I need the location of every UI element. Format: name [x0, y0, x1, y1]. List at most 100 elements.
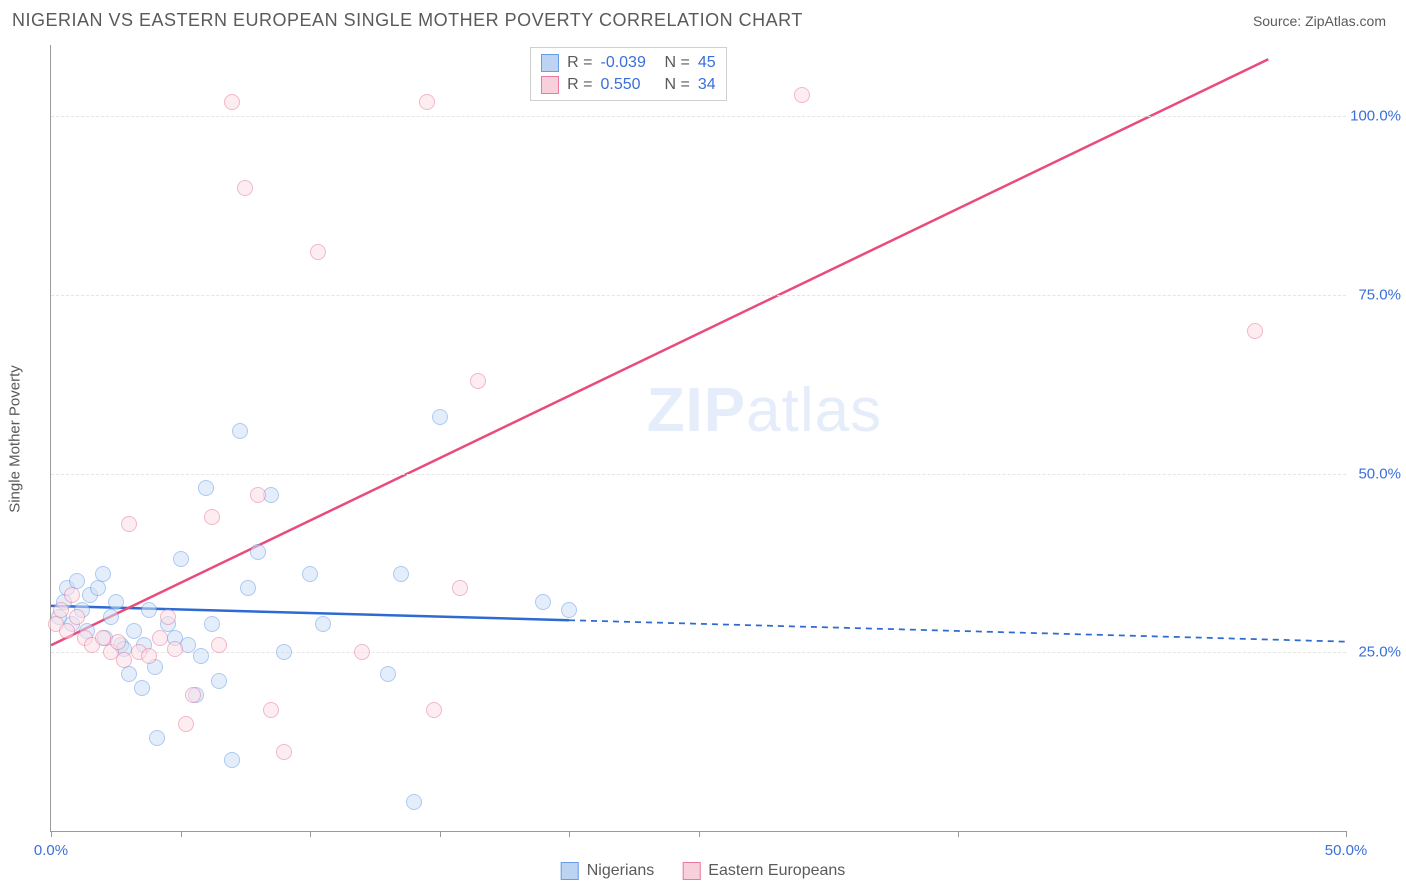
data-point [393, 566, 409, 582]
data-point [426, 702, 442, 718]
y-axis-label: Single Mother Poverty [7, 365, 24, 513]
data-point [64, 587, 80, 603]
data-point [204, 616, 220, 632]
chart-title: NIGERIAN VS EASTERN EUROPEAN SINGLE MOTH… [12, 10, 803, 31]
y-tick-label: 100.0% [1350, 108, 1401, 125]
data-point [178, 716, 194, 732]
trend-lines [51, 45, 1346, 831]
x-tick [699, 831, 700, 837]
x-tick [181, 831, 182, 837]
data-point [95, 566, 111, 582]
data-point [121, 516, 137, 532]
data-point [53, 602, 69, 618]
data-point [152, 630, 168, 646]
n-value: 45 [698, 54, 716, 72]
data-point [121, 666, 137, 682]
legend-swatch [561, 862, 579, 880]
legend-series: Nigerians Eastern Europeans [561, 862, 846, 880]
x-tick [440, 831, 441, 837]
data-point [380, 666, 396, 682]
data-point [224, 94, 240, 110]
legend-swatch [682, 862, 700, 880]
legend-stat-row: R = 0.550 N = 34 [541, 74, 715, 96]
data-point [185, 687, 201, 703]
data-point [116, 652, 132, 668]
x-tick [51, 831, 52, 837]
data-point [354, 644, 370, 660]
data-point [240, 580, 256, 596]
gridline [51, 295, 1346, 296]
data-point [276, 644, 292, 660]
legend-label: Eastern Europeans [708, 862, 845, 880]
x-tick [958, 831, 959, 837]
x-tick [1346, 831, 1347, 837]
r-value: -0.039 [600, 54, 656, 72]
data-point [110, 634, 126, 650]
watermark: ZIPatlas [647, 375, 882, 446]
data-point [794, 87, 810, 103]
data-point [432, 409, 448, 425]
gridline [51, 116, 1346, 117]
data-point [108, 594, 124, 610]
data-point [250, 544, 266, 560]
data-point [419, 94, 435, 110]
data-point [535, 594, 551, 610]
chart-area: Single Mother Poverty ZIPatlas R =-0.039… [50, 45, 1346, 832]
data-point [211, 673, 227, 689]
data-point [315, 616, 331, 632]
data-point [173, 551, 189, 567]
data-point [211, 637, 227, 653]
data-point [302, 566, 318, 582]
data-point [470, 373, 486, 389]
legend-label: Nigerians [587, 862, 655, 880]
x-tick [569, 831, 570, 837]
r-value: 0.550 [600, 76, 656, 94]
data-point [232, 423, 248, 439]
legend-stat-row: R = -0.039 N = 45 [541, 52, 715, 74]
data-point [198, 480, 214, 496]
data-point [167, 641, 183, 657]
legend-swatch [541, 76, 559, 94]
data-point [1247, 323, 1263, 339]
source-label: Source: ZipAtlas.com [1253, 13, 1386, 29]
data-point [141, 602, 157, 618]
data-point [141, 648, 157, 664]
data-point [263, 702, 279, 718]
data-point [160, 609, 176, 625]
data-point [561, 602, 577, 618]
data-point [310, 244, 326, 260]
data-point [59, 623, 75, 639]
x-tick [310, 831, 311, 837]
data-point [452, 580, 468, 596]
legend-item: Nigerians [561, 862, 655, 880]
data-point [204, 509, 220, 525]
data-point [224, 752, 240, 768]
y-tick-label: 25.0% [1358, 644, 1401, 661]
data-point [193, 648, 209, 664]
gridline [51, 474, 1346, 475]
n-value: 34 [698, 76, 716, 94]
x-tick-label: 50.0% [1325, 842, 1368, 859]
legend-item: Eastern Europeans [682, 862, 845, 880]
data-point [237, 180, 253, 196]
data-point [250, 487, 266, 503]
y-tick-label: 75.0% [1358, 287, 1401, 304]
data-point [90, 580, 106, 596]
data-point [406, 794, 422, 810]
plot-region: ZIPatlas R =-0.039N =45R =0.550N =34 25.… [50, 45, 1346, 832]
gridline [51, 652, 1346, 653]
y-tick-label: 50.0% [1358, 465, 1401, 482]
data-point [276, 744, 292, 760]
data-point [134, 680, 150, 696]
data-point [103, 609, 119, 625]
data-point [149, 730, 165, 746]
n-label: N = [664, 76, 689, 94]
r-label: R = [567, 76, 592, 94]
legend-stats: R = -0.039 N = 45 R = 0.550 N = 34 [530, 47, 726, 101]
data-point [126, 623, 142, 639]
data-point [69, 609, 85, 625]
x-tick-label: 0.0% [34, 842, 68, 859]
n-label: N = [664, 54, 689, 72]
header: NIGERIAN VS EASTERN EUROPEAN SINGLE MOTH… [0, 0, 1406, 41]
r-label: R = [567, 54, 592, 72]
